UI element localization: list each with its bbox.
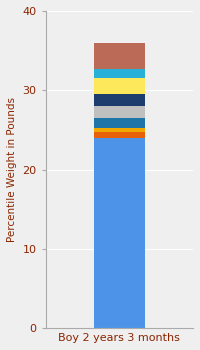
Bar xyxy=(94,138,145,328)
Bar xyxy=(94,94,145,106)
Bar xyxy=(94,43,145,69)
Bar xyxy=(94,132,145,138)
Bar xyxy=(94,106,145,118)
Bar xyxy=(94,118,145,128)
Y-axis label: Percentile Weight in Pounds: Percentile Weight in Pounds xyxy=(7,97,17,242)
Bar xyxy=(94,78,145,94)
Bar xyxy=(94,69,145,78)
Bar xyxy=(94,128,145,132)
